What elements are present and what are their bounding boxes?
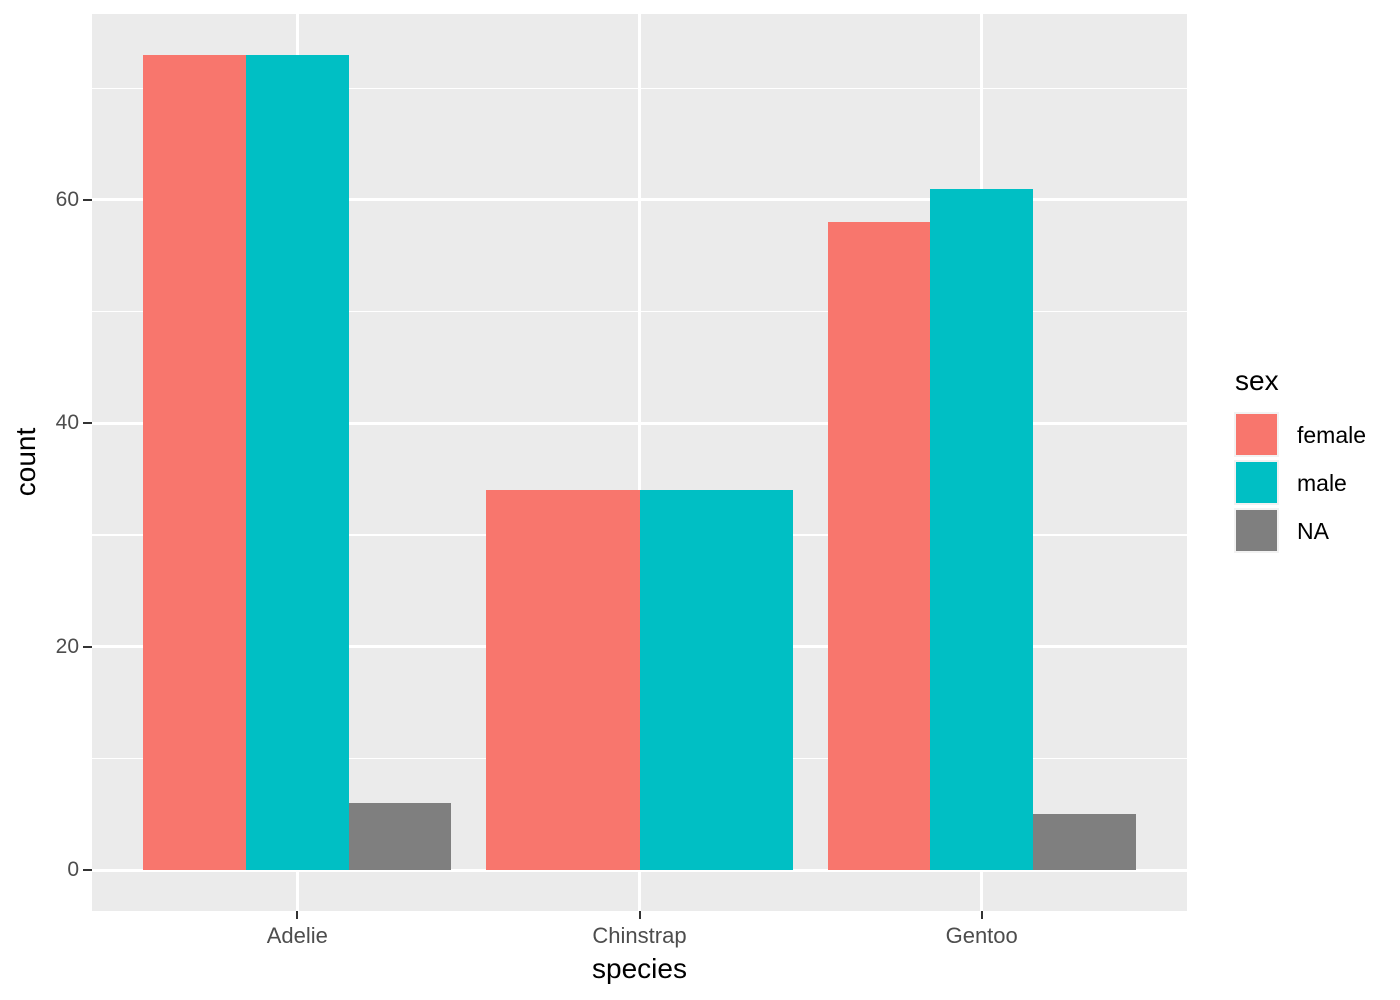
legend-key <box>1234 508 1279 553</box>
y-axis-title: count <box>10 427 41 497</box>
legend-item-male: male <box>1234 460 1400 505</box>
y-axis-tick <box>83 198 92 201</box>
x-axis-title: species <box>592 953 687 984</box>
x-axis-tick-label: Chinstrap <box>592 923 687 948</box>
bar-chinstrap-male <box>639 490 794 871</box>
legend: sex female male NA <box>1234 366 1400 556</box>
legend-title: sex <box>1235 365 1279 396</box>
x-axis-tick <box>296 911 299 919</box>
bar-adelie-female <box>143 54 246 871</box>
y-axis-tick <box>83 869 92 872</box>
legend-key <box>1234 412 1279 457</box>
x-axis-tick-label: Gentoo <box>945 923 1018 948</box>
bar-gentoo-female <box>827 222 931 871</box>
female-color-swatch <box>1236 414 1277 455</box>
gridline-major <box>638 14 641 911</box>
x-axis-tick <box>980 911 983 919</box>
bar-gentoo-na <box>1033 814 1136 871</box>
bar-adelie-male <box>245 54 349 871</box>
legend-item-female: female <box>1234 412 1400 457</box>
x-axis-tick <box>638 911 641 919</box>
bar-chinstrap-female <box>485 490 640 871</box>
legend-label: male <box>1297 469 1347 496</box>
legend-label: female <box>1297 421 1367 448</box>
legend-key <box>1234 460 1279 505</box>
bar-adelie-na <box>348 803 452 871</box>
na-color-swatch <box>1236 510 1277 551</box>
y-axis-tick-label: 0 <box>67 858 79 882</box>
x-axis-tick-label: Adelie <box>266 923 328 948</box>
plot-panel <box>92 14 1187 911</box>
y-axis-tick <box>83 645 92 648</box>
y-axis-tick-label: 60 <box>55 187 79 211</box>
y-axis-tick-label: 20 <box>55 634 79 658</box>
legend-label: NA <box>1297 517 1329 544</box>
bar-gentoo-male <box>930 188 1034 871</box>
y-axis-tick <box>83 422 92 425</box>
y-axis-tick-label: 40 <box>55 411 79 435</box>
male-color-swatch <box>1236 462 1277 503</box>
legend-item-na: NA <box>1234 508 1400 553</box>
